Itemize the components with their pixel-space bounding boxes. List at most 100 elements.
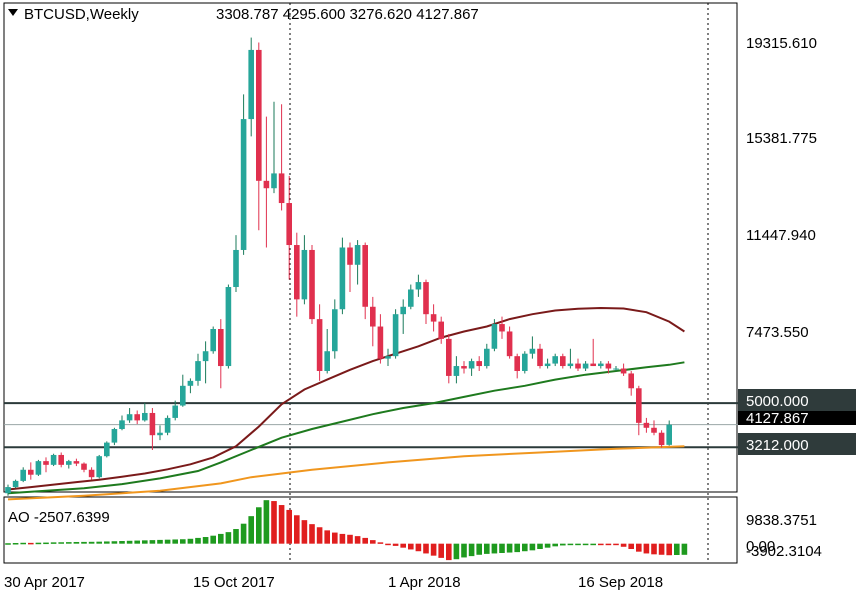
ao-bar (195, 537, 201, 544)
candle-body (294, 245, 300, 300)
level-label-box (738, 433, 856, 455)
ao-bar (240, 523, 247, 544)
candlestick-series (5, 37, 672, 496)
ao-bar (408, 543, 414, 550)
candle-body (149, 412, 156, 436)
ao-bar (666, 543, 672, 556)
ao-bar (202, 537, 209, 544)
ao-bar (514, 543, 520, 553)
time-tick-label: 30 Apr 2017 (4, 574, 85, 591)
candle-body (172, 405, 178, 418)
ao-bar (506, 543, 513, 553)
ao-bar (210, 535, 216, 544)
triangle-down-icon[interactable] (8, 9, 18, 16)
ao-bar (316, 527, 323, 544)
candle-body (620, 368, 627, 374)
candle-body (468, 361, 475, 369)
ao-bar (370, 540, 376, 544)
candle-body (240, 119, 247, 250)
ao-bar (537, 543, 543, 550)
candle-body (119, 420, 125, 430)
candle-body (233, 249, 239, 288)
ao-bar (218, 533, 224, 544)
candle-body (537, 348, 543, 367)
price-tick-label: 15381.775 (746, 130, 817, 147)
candle-body (560, 356, 566, 367)
ao-bar (461, 543, 467, 558)
symbol-label: BTCUSD,Weekly (24, 6, 139, 23)
ao-bar (575, 543, 581, 546)
candle-body (643, 422, 650, 428)
ao-bar (590, 543, 596, 546)
candle-body (628, 373, 634, 389)
candle-body (499, 324, 505, 332)
ao-bar (332, 532, 338, 544)
ao-bar (636, 543, 642, 552)
candle-body (362, 245, 368, 307)
candle-body (567, 363, 574, 367)
ao-histogram (5, 500, 688, 561)
candle-body (324, 351, 330, 371)
candle-body (142, 412, 148, 421)
ao-bar (50, 542, 57, 544)
ao-axis-max: 9838.3751 (746, 512, 817, 529)
candle-body (88, 469, 95, 478)
ao-bar (377, 542, 384, 544)
ao-bar (468, 543, 475, 557)
horizontal-levels (4, 402, 738, 449)
candle-body (370, 306, 376, 327)
ao-axis-zero: 0.00 (746, 538, 775, 555)
ao-bar (522, 543, 528, 552)
candle-body (339, 247, 346, 310)
ao-bar (263, 500, 270, 544)
ao-bar (415, 543, 422, 552)
ao-bar (453, 543, 460, 560)
ao-bar (491, 543, 498, 554)
ma-line-mid (7, 361, 685, 495)
ao-bar (643, 543, 650, 554)
candle-body (20, 469, 26, 481)
ao-bar (12, 543, 19, 545)
current-price-box (738, 411, 856, 425)
ao-bar (248, 516, 254, 544)
ao-indicator-label: AO -2507.6399 (8, 509, 110, 526)
candle-body (605, 363, 612, 369)
ao-bar (628, 543, 634, 550)
ma-line-short (7, 445, 685, 501)
price-tick-label: 7473.550 (746, 324, 809, 341)
candle-body (256, 49, 262, 181)
candle-body (446, 338, 452, 376)
ao-bar (233, 529, 239, 544)
candle-body (5, 487, 11, 494)
candle-body (218, 329, 224, 367)
candle-body (430, 314, 437, 322)
candle-body (400, 306, 406, 315)
indicator-panel-frame (3, 496, 738, 564)
ao-bar (484, 543, 490, 554)
ao-bar (560, 543, 566, 546)
ao-bar (567, 543, 574, 546)
candle-body (514, 356, 520, 371)
candle-body (126, 414, 133, 421)
candle-body (408, 289, 414, 307)
candle-body (50, 454, 57, 465)
candle-body (476, 361, 482, 367)
candle-body (332, 309, 338, 352)
ao-bar (339, 533, 346, 544)
candle-body (263, 180, 270, 189)
ao-bar (134, 540, 140, 544)
ao-bar (172, 539, 178, 544)
candle-body (301, 249, 308, 300)
ao-bar (96, 541, 102, 544)
ao-bar (256, 507, 262, 544)
ao-bar (104, 541, 110, 544)
ao-bar (149, 540, 156, 544)
candle-body (415, 282, 422, 290)
candle-body (636, 388, 642, 423)
ao-bar (271, 501, 277, 544)
candle-body (225, 287, 232, 367)
candle-body (347, 247, 353, 265)
ao-bar (142, 540, 148, 544)
ao-bar (400, 543, 406, 548)
